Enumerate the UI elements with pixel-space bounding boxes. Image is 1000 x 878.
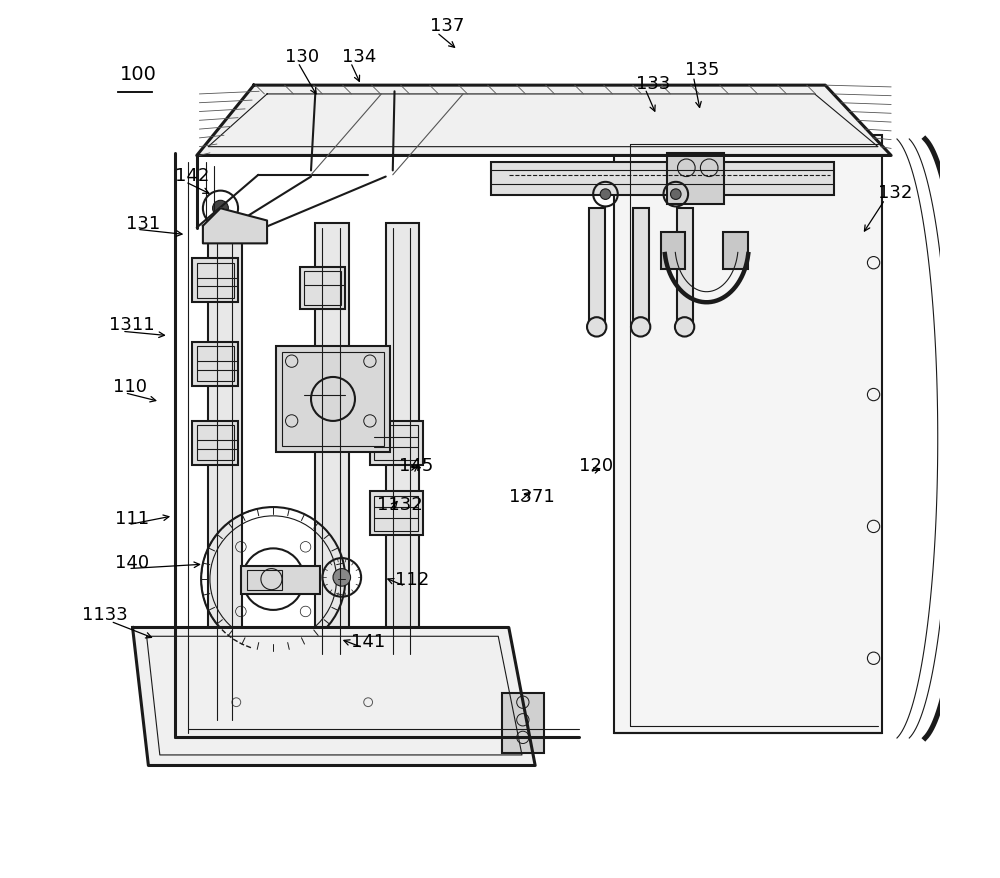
Text: 112: 112 [395, 571, 429, 588]
Text: 131: 131 [126, 215, 161, 233]
Bar [633, 209, 649, 327]
Bar [276, 347, 390, 452]
Bar [661, 233, 685, 270]
Circle shape [333, 569, 351, 587]
Polygon shape [203, 209, 267, 244]
Bar [614, 136, 882, 733]
Bar [374, 426, 418, 461]
Bar [677, 209, 693, 327]
Text: 1311: 1311 [109, 316, 154, 334]
Bar [374, 496, 418, 531]
Circle shape [675, 318, 694, 337]
Text: 142: 142 [175, 167, 209, 184]
Text: 133: 133 [636, 75, 671, 92]
Bar [723, 233, 748, 270]
Text: 132: 132 [878, 184, 912, 202]
Text: 130: 130 [285, 48, 319, 66]
Bar [192, 342, 238, 386]
Circle shape [600, 190, 611, 200]
Bar [667, 154, 724, 205]
Polygon shape [133, 628, 535, 766]
Text: 145: 145 [399, 457, 433, 474]
Bar [304, 272, 341, 306]
Polygon shape [197, 86, 891, 156]
Bar [502, 694, 544, 753]
Bar [370, 492, 423, 536]
Circle shape [587, 318, 606, 337]
Bar [300, 378, 345, 420]
Bar [304, 382, 341, 415]
Bar [386, 224, 419, 654]
Text: 137: 137 [430, 18, 464, 35]
Circle shape [671, 190, 681, 200]
Text: 1133: 1133 [82, 606, 128, 623]
Circle shape [213, 201, 228, 217]
Bar [197, 347, 234, 382]
Text: 120: 120 [579, 457, 613, 474]
Bar [491, 162, 834, 196]
Bar [197, 426, 234, 461]
Bar [197, 263, 234, 299]
Bar [241, 566, 320, 594]
Bar [589, 209, 605, 327]
Text: 1132: 1132 [377, 496, 423, 514]
Bar [282, 353, 384, 446]
Text: 1371: 1371 [509, 487, 555, 505]
Text: 111: 111 [115, 509, 149, 527]
Text: 134: 134 [342, 48, 376, 66]
Text: 100: 100 [120, 65, 157, 84]
Bar [208, 224, 242, 724]
Bar [192, 421, 238, 465]
Bar [300, 268, 345, 310]
Bar [247, 571, 282, 590]
Bar [192, 259, 238, 303]
Bar [370, 421, 423, 465]
Bar [315, 224, 349, 654]
Text: 110: 110 [113, 378, 147, 395]
Text: 135: 135 [685, 61, 719, 79]
Circle shape [631, 318, 650, 337]
Circle shape [260, 566, 286, 593]
Text: 140: 140 [115, 553, 149, 571]
Text: 141: 141 [351, 632, 385, 650]
